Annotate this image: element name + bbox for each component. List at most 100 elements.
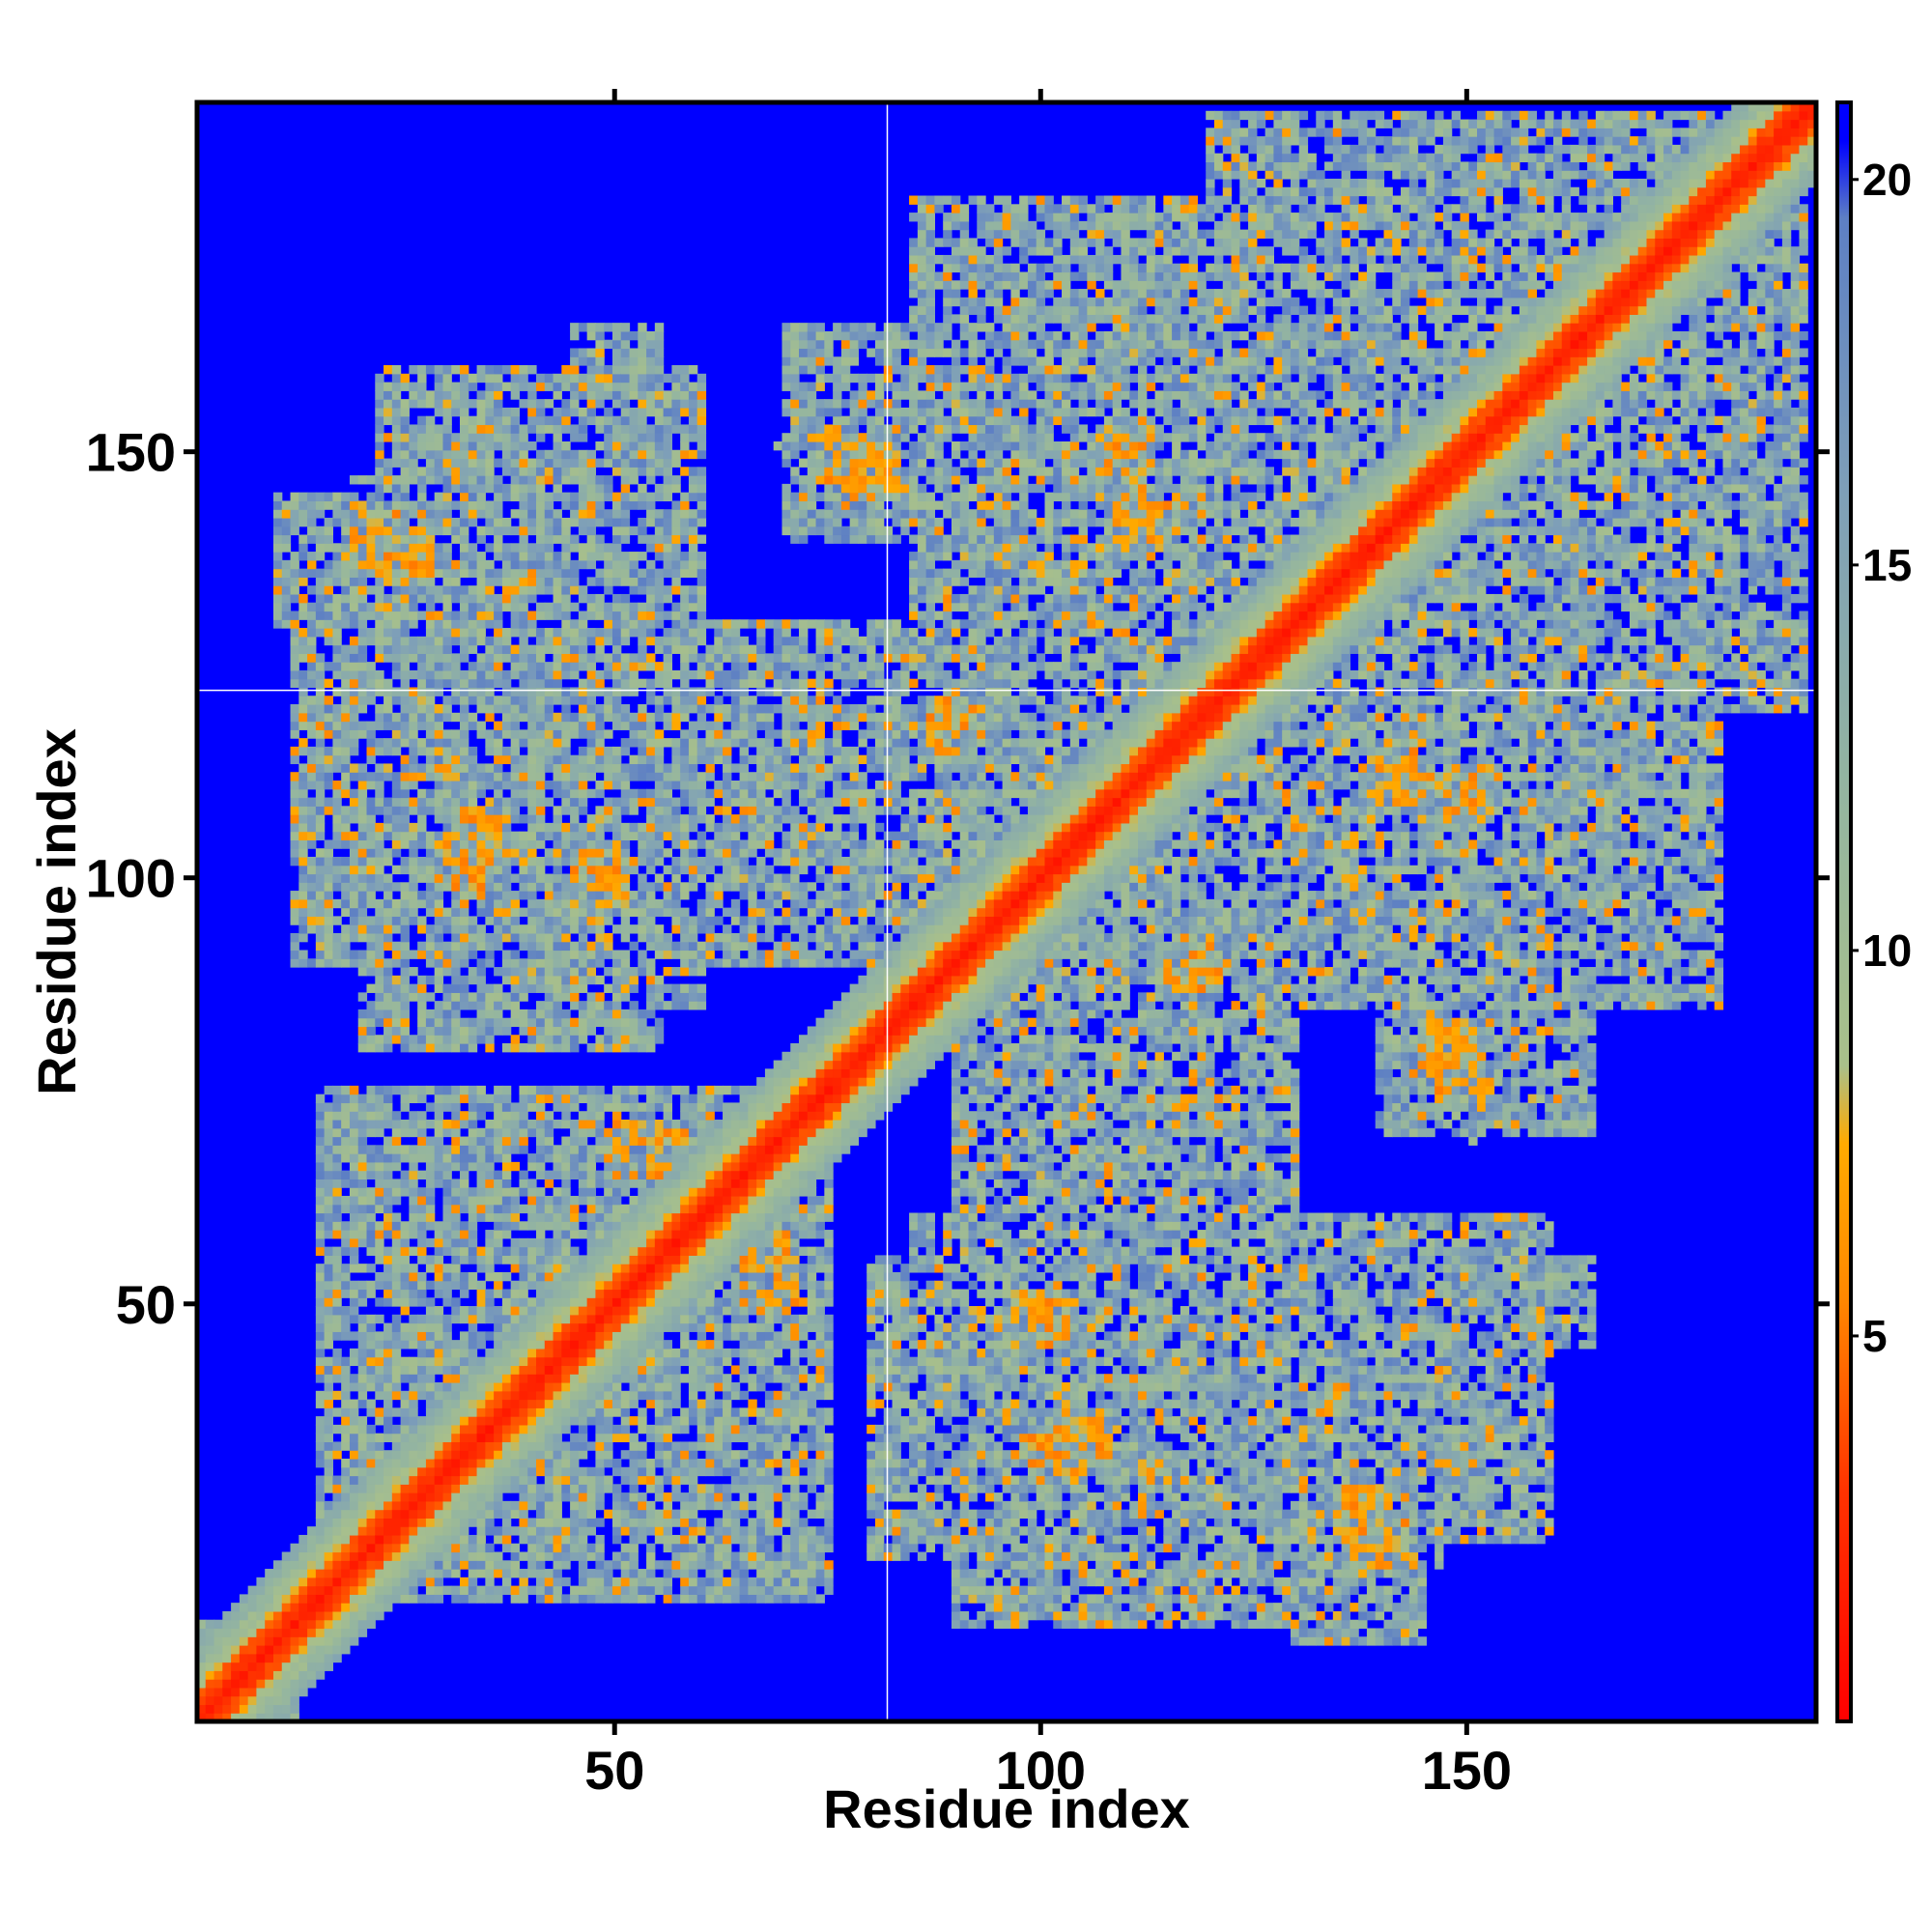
heatmap-cell bbox=[435, 1018, 443, 1027]
heatmap-cell bbox=[469, 933, 477, 942]
heatmap-cell bbox=[579, 1365, 587, 1374]
heatmap-cell bbox=[469, 1137, 477, 1146]
heatmap-cell bbox=[554, 1221, 562, 1230]
heatmap-cell bbox=[630, 1162, 639, 1171]
heatmap-cell bbox=[460, 459, 469, 468]
heatmap-cell bbox=[561, 1145, 570, 1153]
heatmap-cell bbox=[325, 679, 333, 688]
heatmap-cell bbox=[554, 441, 562, 450]
heatmap-cell bbox=[307, 1569, 316, 1577]
heatmap-cell bbox=[477, 1128, 486, 1137]
heatmap-cell bbox=[256, 1670, 265, 1679]
heatmap-cell bbox=[570, 1120, 579, 1128]
heatmap-cell bbox=[384, 1187, 392, 1196]
heatmap-cell bbox=[435, 729, 443, 738]
heatmap-cell bbox=[392, 441, 401, 450]
heatmap-cell bbox=[401, 806, 410, 814]
heatmap-cell bbox=[604, 908, 612, 917]
heatmap-cell bbox=[519, 1221, 527, 1230]
heatmap-cell bbox=[612, 1171, 621, 1179]
heatmap-cell bbox=[367, 679, 376, 688]
heatmap-cell bbox=[435, 1264, 443, 1272]
heatmap-cell bbox=[341, 1577, 350, 1586]
heatmap-cell bbox=[554, 1120, 562, 1128]
heatmap-cell bbox=[579, 1162, 587, 1171]
heatmap-cell bbox=[469, 722, 477, 730]
heatmap-cell bbox=[442, 1094, 451, 1103]
heatmap-cell bbox=[570, 781, 579, 789]
heatmap-cell bbox=[519, 433, 527, 441]
heatmap-cell bbox=[604, 950, 612, 958]
heatmap-cell bbox=[442, 984, 451, 993]
heatmap-cell bbox=[367, 1407, 376, 1416]
heatmap-cell bbox=[332, 942, 341, 951]
heatmap-cell bbox=[316, 848, 325, 857]
heatmap-cell bbox=[417, 704, 426, 713]
heatmap-cell bbox=[325, 1425, 333, 1434]
heatmap-cell bbox=[527, 1221, 536, 1230]
heatmap-cell bbox=[316, 1365, 325, 1374]
heatmap-cell bbox=[595, 645, 604, 654]
heatmap-cell bbox=[545, 585, 554, 594]
heatmap-cell bbox=[426, 679, 435, 688]
heatmap-cell bbox=[460, 1026, 469, 1035]
heatmap-cell bbox=[554, 1297, 562, 1306]
heatmap-cell bbox=[612, 763, 621, 772]
heatmap-cell bbox=[451, 535, 460, 544]
heatmap-cell bbox=[604, 704, 612, 713]
heatmap-cell bbox=[502, 1153, 511, 1162]
heatmap-cell bbox=[604, 848, 612, 857]
heatmap-cell bbox=[477, 763, 486, 772]
heatmap-cell bbox=[409, 950, 417, 958]
heatmap-cell bbox=[554, 1569, 562, 1577]
heatmap-cell bbox=[469, 1560, 477, 1569]
heatmap-cell bbox=[401, 1306, 410, 1315]
heatmap-cell bbox=[426, 1264, 435, 1272]
heatmap-cell bbox=[367, 1467, 376, 1476]
heatmap-cell bbox=[554, 1281, 562, 1290]
heatmap-cell bbox=[367, 1162, 376, 1171]
heatmap-cell bbox=[358, 891, 367, 899]
heatmap-cell bbox=[570, 645, 579, 654]
heatmap-cell bbox=[392, 408, 401, 416]
heatmap-cell bbox=[604, 603, 612, 611]
heatmap-cell bbox=[384, 399, 392, 408]
heatmap-cell bbox=[248, 1603, 257, 1611]
heatmap-cell bbox=[460, 738, 469, 747]
heatmap-cell bbox=[570, 1340, 579, 1349]
heatmap-cell bbox=[587, 832, 596, 840]
heatmap-cell bbox=[604, 839, 612, 848]
heatmap-cell bbox=[536, 1264, 545, 1272]
heatmap-cell bbox=[621, 1187, 630, 1196]
heatmap-cell bbox=[282, 535, 291, 544]
heatmap-cell bbox=[316, 1441, 325, 1450]
heatmap-cell bbox=[307, 958, 316, 967]
heatmap-cell bbox=[409, 594, 417, 603]
heatmap-cell bbox=[527, 924, 536, 933]
heatmap-cell bbox=[527, 1374, 536, 1382]
heatmap-cell bbox=[604, 942, 612, 951]
heatmap-cell bbox=[316, 535, 325, 544]
heatmap-cell bbox=[477, 1145, 486, 1153]
heatmap-cell bbox=[469, 493, 477, 501]
heatmap-cell bbox=[442, 1272, 451, 1281]
heatmap-cell bbox=[367, 475, 376, 484]
heatmap-cell bbox=[325, 560, 333, 569]
heatmap-cell bbox=[325, 1467, 333, 1476]
heatmap-cell bbox=[545, 908, 554, 917]
heatmap-cell bbox=[545, 1297, 554, 1306]
heatmap-cell bbox=[417, 577, 426, 585]
heatmap-cell bbox=[375, 518, 384, 526]
heatmap-cell bbox=[485, 823, 494, 832]
heatmap-cell bbox=[469, 416, 477, 425]
heatmap-cell bbox=[392, 374, 401, 383]
heatmap-cell bbox=[341, 772, 350, 781]
heatmap-cell bbox=[435, 1501, 443, 1510]
heatmap-cell bbox=[502, 874, 511, 883]
heatmap-cell bbox=[222, 1662, 231, 1671]
heatmap-cell bbox=[527, 1086, 536, 1094]
heatmap-cell bbox=[536, 1120, 545, 1128]
heatmap-cell bbox=[477, 1137, 486, 1146]
heatmap-cell bbox=[426, 645, 435, 654]
heatmap-cell bbox=[417, 1205, 426, 1213]
